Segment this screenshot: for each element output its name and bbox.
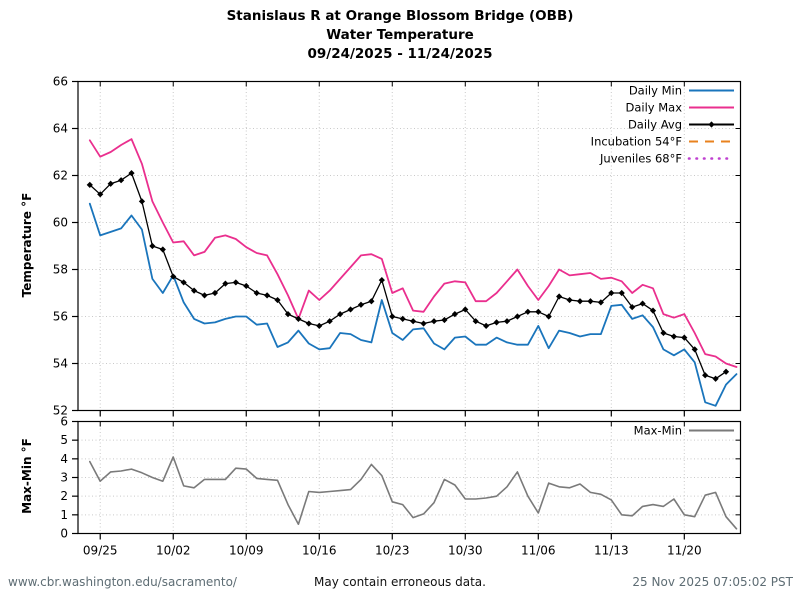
tick-label: 11/13	[594, 544, 629, 558]
tick-label: 66	[53, 75, 68, 89]
tick-label: 2	[60, 489, 68, 503]
tick-label: 4	[60, 452, 68, 466]
tick-label: 58	[53, 263, 68, 277]
title-parameter: Water Temperature	[326, 27, 474, 43]
tick-label: 0	[60, 527, 68, 541]
tick-label: 09/25	[83, 544, 118, 558]
tick-label: 10/23	[375, 544, 410, 558]
tick-label: 10/09	[229, 544, 264, 558]
tick-label: 60	[53, 216, 68, 230]
tick-label: 64	[53, 122, 68, 136]
tick-label: 10/16	[302, 544, 337, 558]
tick-label: 52	[53, 404, 68, 418]
tick-label: 11/20	[667, 544, 702, 558]
tick-label: 56	[53, 310, 68, 324]
title-station: Stanislaus R at Orange Blossom Bridge (O…	[226, 8, 574, 24]
tick-label: 5	[60, 433, 68, 447]
series-markers	[86, 170, 730, 382]
legend: Daily Min Daily Max Daily Avg Incubation 54…	[591, 84, 736, 166]
tick-label: Daily Avg	[628, 118, 682, 132]
tick-label: 6	[60, 415, 68, 429]
tick-label: 11/06	[521, 544, 556, 558]
chart-title-block: Stanislaus R at Orange Blossom Bridge (O…	[0, 7, 800, 64]
footer-disclaimer: May contain erroneous data.	[314, 575, 486, 589]
tick-label: Juveniles 68°F	[599, 152, 682, 166]
tick-label: Daily Max	[625, 101, 682, 115]
footer-timestamp: 25 Nov 2025 07:05:02 PST	[632, 575, 793, 589]
series-daily-max	[88, 138, 738, 368]
tick-label: Daily Min	[629, 84, 682, 98]
tick-label: 10/30	[448, 544, 483, 558]
series-max-min	[89, 456, 738, 530]
tick-label: 3	[60, 471, 68, 485]
tick-label: 1	[60, 508, 68, 522]
legend: Max-Min	[634, 424, 734, 438]
series-daily-avg	[89, 172, 727, 380]
tick-label: 10/02	[156, 544, 191, 558]
title-date-range: 09/24/2025 - 11/24/2025	[307, 46, 493, 62]
footer-url: www.cbr.washington.edu/sacramento/	[8, 575, 237, 589]
tick-label: 62	[53, 169, 68, 183]
chart-group: 0 1 2 3 4 5 6 09/25 10/02 10/09 10/16 10/23 10/30 11/…	[60, 415, 742, 558]
tick-label: Incubation 54°F	[591, 135, 682, 149]
tick-label: Max-Min	[634, 424, 682, 438]
tick-label: 54	[53, 357, 68, 371]
series-daily-min	[88, 202, 738, 407]
